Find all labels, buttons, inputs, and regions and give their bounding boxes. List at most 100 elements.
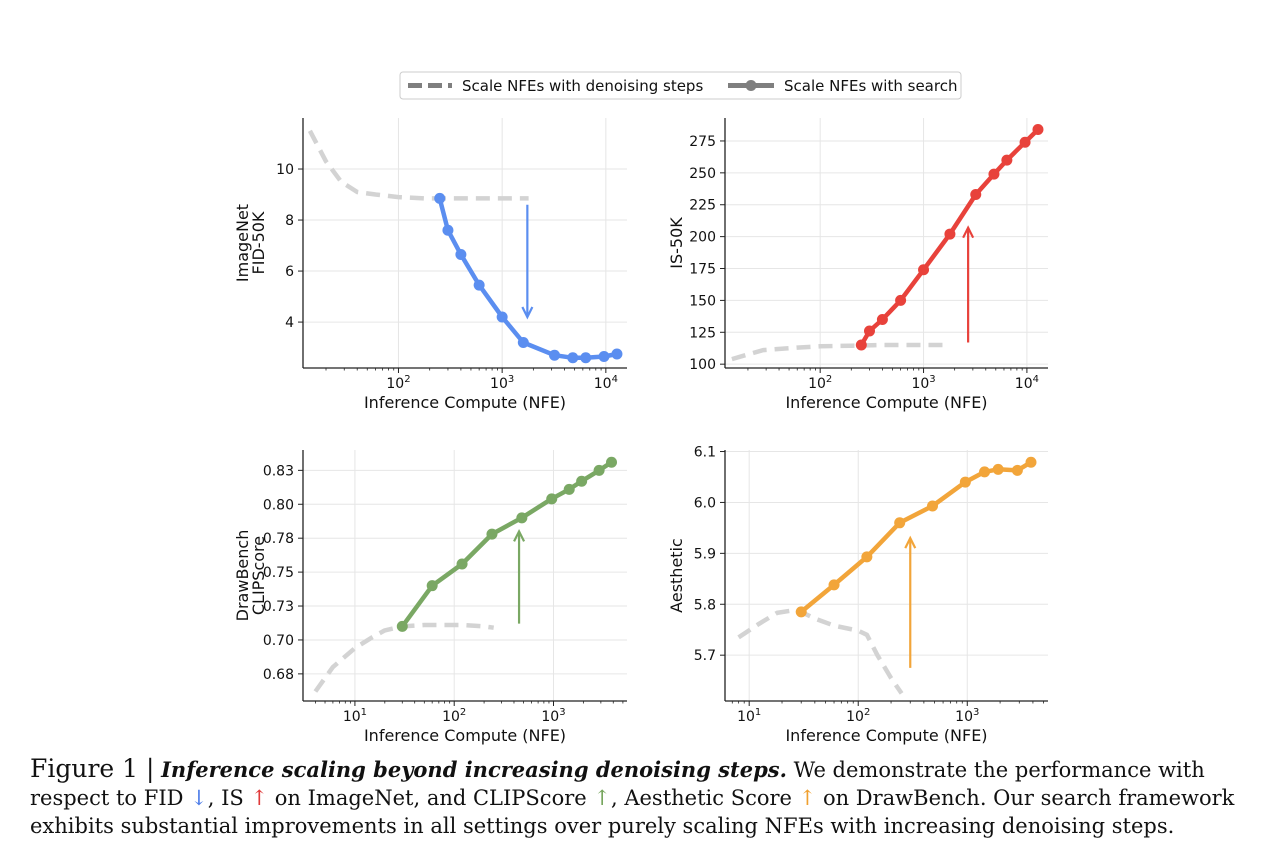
panel-imagenet-is: 102 103 104 100 125 150 175 200 225 250 275 Inferen… [667, 118, 1048, 412]
x-axis-label: Inference Compute (NFE) [364, 726, 566, 745]
series-denoising-line [737, 608, 904, 695]
series-search-point [580, 352, 592, 364]
x-tick-label: 103 [541, 707, 565, 725]
x-tick-label: 103 [490, 374, 514, 392]
series-search-point [426, 580, 438, 592]
annotation-arrowhead [962, 225, 975, 239]
y-tick-label: 6 [285, 264, 294, 280]
y-tick-label: 0.80 [263, 497, 294, 513]
y-tick-label: 6.0 [694, 495, 716, 511]
y-tick-label: 5.7 [694, 648, 716, 664]
annotation-arrowhead [904, 535, 917, 549]
y-tick-label: 250 [689, 166, 716, 182]
series-search-point [455, 248, 467, 260]
series-search-point [861, 551, 873, 563]
y-axis-label: IS-50K [667, 217, 686, 269]
y-tick-label: 175 [689, 262, 716, 278]
figure-svg: Scale NFEs with denoising steps Scale NF… [233, 71, 1048, 745]
y-tick-label: 0.70 [263, 633, 294, 649]
up-arrow-icon: ↑ [593, 786, 611, 810]
series-search-line [400, 460, 613, 628]
legend-label-denoising: Scale NFEs with denoising steps [462, 77, 703, 95]
x-axis-label: Inference Compute (NFE) [364, 393, 566, 412]
y-tick-label: 0.73 [263, 599, 294, 615]
series-search-point [567, 352, 579, 364]
series-search-point [979, 466, 991, 478]
series-search-point [992, 463, 1004, 475]
y-tick-label: 200 [689, 230, 716, 246]
up-arrow-icon: ↑ [250, 786, 269, 810]
series-denoising-line [313, 622, 495, 693]
panel-drawbench-clipscore: 101 102 103 0.68 0.70 0.73 0.75 0.78 0.80 0.83 Inf… [233, 450, 627, 745]
series-search-point [927, 500, 939, 512]
x-tick-label: 102 [808, 374, 832, 392]
caption-title: Inference scaling beyond increasing deno… [161, 757, 787, 782]
y-tick-label: 8 [285, 213, 294, 229]
series-search-point [434, 192, 446, 204]
caption-figure-label: Figure 1 | [30, 754, 155, 783]
caption-text: on ImageNet, and CLIPScore [274, 786, 587, 810]
series-search-point [598, 351, 610, 363]
series-search-point [970, 189, 982, 201]
caption-text: , IS [207, 786, 244, 810]
y-tick-label: 0.78 [263, 531, 294, 547]
series-search-point [517, 336, 529, 348]
x-tick-label: 103 [911, 374, 935, 392]
series-search-point [593, 464, 605, 476]
x-axis-label: Inference Compute (NFE) [785, 726, 987, 745]
y-tick-label: 5.8 [694, 597, 716, 613]
series-search-point [895, 294, 907, 306]
series-search-point [918, 264, 930, 276]
series-search-point [988, 168, 1000, 180]
x-tick-label: 102 [386, 374, 410, 392]
y-axis-label: Aesthetic [667, 538, 686, 613]
series-search-point [516, 512, 528, 524]
series-search-point [1019, 136, 1031, 148]
x-tick-label: 102 [442, 707, 466, 725]
legend: Scale NFEs with denoising steps Scale NF… [399, 71, 962, 100]
series-search-point [876, 314, 888, 326]
series-search-point [1001, 154, 1013, 166]
series-search-point [1032, 123, 1044, 135]
y-tick-label: 125 [689, 325, 716, 341]
y-tick-label: 100 [689, 357, 716, 373]
y-tick-label: 275 [689, 134, 716, 150]
series-search-point [442, 224, 454, 236]
legend-box [399, 71, 962, 100]
y-tick-label: 0.68 [263, 667, 294, 683]
up-arrow-icon: ↑ [798, 786, 817, 810]
x-tick-label: 101 [737, 707, 761, 725]
series-search-point [546, 493, 558, 505]
y-tick-label: 0.75 [263, 565, 294, 581]
series-search-point [486, 528, 498, 540]
series-search-line [799, 460, 1033, 614]
y-tick-label: 225 [689, 198, 716, 214]
series-search-point [1011, 464, 1023, 476]
annotation-arrowhead [521, 306, 534, 320]
series-search-point [606, 456, 618, 468]
y-tick-label: 6.1 [694, 445, 716, 461]
series-search-point [549, 349, 561, 361]
y-axis-label: CLIPScore [249, 536, 268, 615]
caption-text: We demonstrate the performance with resp… [30, 758, 1205, 810]
y-tick-label: 4 [285, 315, 294, 331]
y-tick-label: 150 [689, 293, 716, 309]
y-tick-label: 10 [276, 162, 294, 178]
x-tick-label: 101 [343, 707, 367, 725]
panel-imagenet-fid: 102 103 104 4 6 8 10 Inference Compute (NFE) Ima… [233, 118, 627, 412]
series-search-point [563, 483, 575, 495]
series-search-point [894, 517, 906, 529]
y-tick-label: 0.83 [263, 463, 294, 479]
series-search-point [828, 579, 840, 591]
annotation-arrowhead [513, 528, 526, 542]
series-denoising-line [307, 129, 529, 201]
figure: Scale NFEs with denoising steps Scale NF… [233, 71, 1048, 745]
y-axis-label: DrawBench [233, 530, 252, 622]
x-tick-label: 103 [955, 707, 979, 725]
x-axis-label: Inference Compute (NFE) [785, 393, 987, 412]
series-denoising-line [731, 342, 950, 362]
caption-text: , Aesthetic Score [610, 786, 792, 810]
series-search-point [959, 476, 971, 488]
series-search-point [611, 348, 623, 360]
x-tick-label: 102 [846, 707, 870, 725]
